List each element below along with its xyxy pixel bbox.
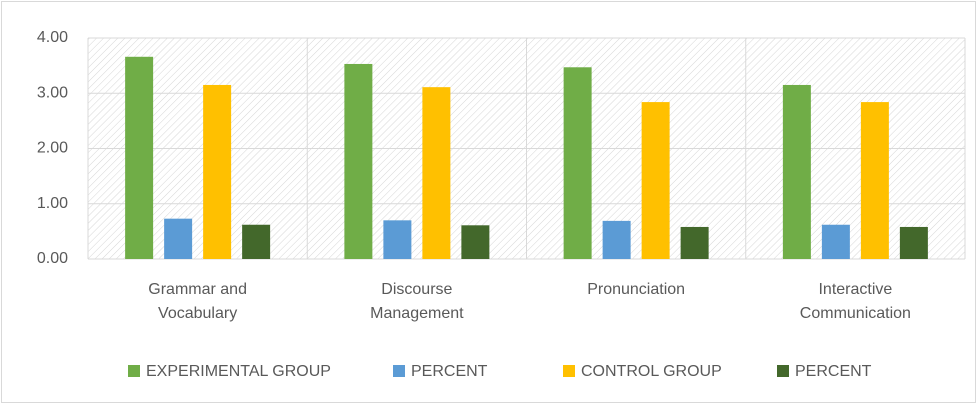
bar <box>242 224 271 259</box>
bar <box>821 224 850 259</box>
bar <box>563 67 592 259</box>
bar <box>602 220 631 259</box>
y-tick-label: 3.00 <box>37 84 68 101</box>
bar <box>422 87 451 259</box>
legend-label: PERCENT <box>411 363 488 380</box>
bar <box>641 102 670 259</box>
legend-label: PERCENT <box>795 363 872 380</box>
bar <box>899 226 928 259</box>
bar <box>203 84 232 260</box>
y-tick-label: 2.00 <box>37 140 68 157</box>
y-tick-label: 1.00 <box>37 195 68 212</box>
legend-label: EXPERIMENTAL GROUP <box>146 363 331 380</box>
x-tick-label: Communication <box>800 305 911 322</box>
legend-swatch <box>393 365 405 377</box>
legend-swatch <box>128 365 140 377</box>
x-tick-label: Discourse <box>381 281 452 298</box>
legend-label: CONTROL GROUP <box>581 363 722 380</box>
x-tick-label: Management <box>370 305 464 322</box>
legend-swatch <box>777 365 789 377</box>
bar <box>860 102 889 259</box>
bar <box>461 225 490 259</box>
bar <box>125 56 154 259</box>
x-tick-label: Interactive <box>818 281 892 298</box>
bar <box>680 226 709 259</box>
legend-swatch <box>563 365 575 377</box>
y-tick-label: 4.00 <box>37 29 68 46</box>
bar <box>383 220 412 259</box>
y-tick-label: 0.00 <box>37 250 68 267</box>
x-tick-label: Pronunciation <box>587 281 685 298</box>
x-tick-label: Grammar and <box>148 281 247 298</box>
bar <box>344 63 373 259</box>
bar <box>164 218 193 259</box>
bar <box>782 84 811 260</box>
x-tick-label: Vocabulary <box>158 305 237 322</box>
